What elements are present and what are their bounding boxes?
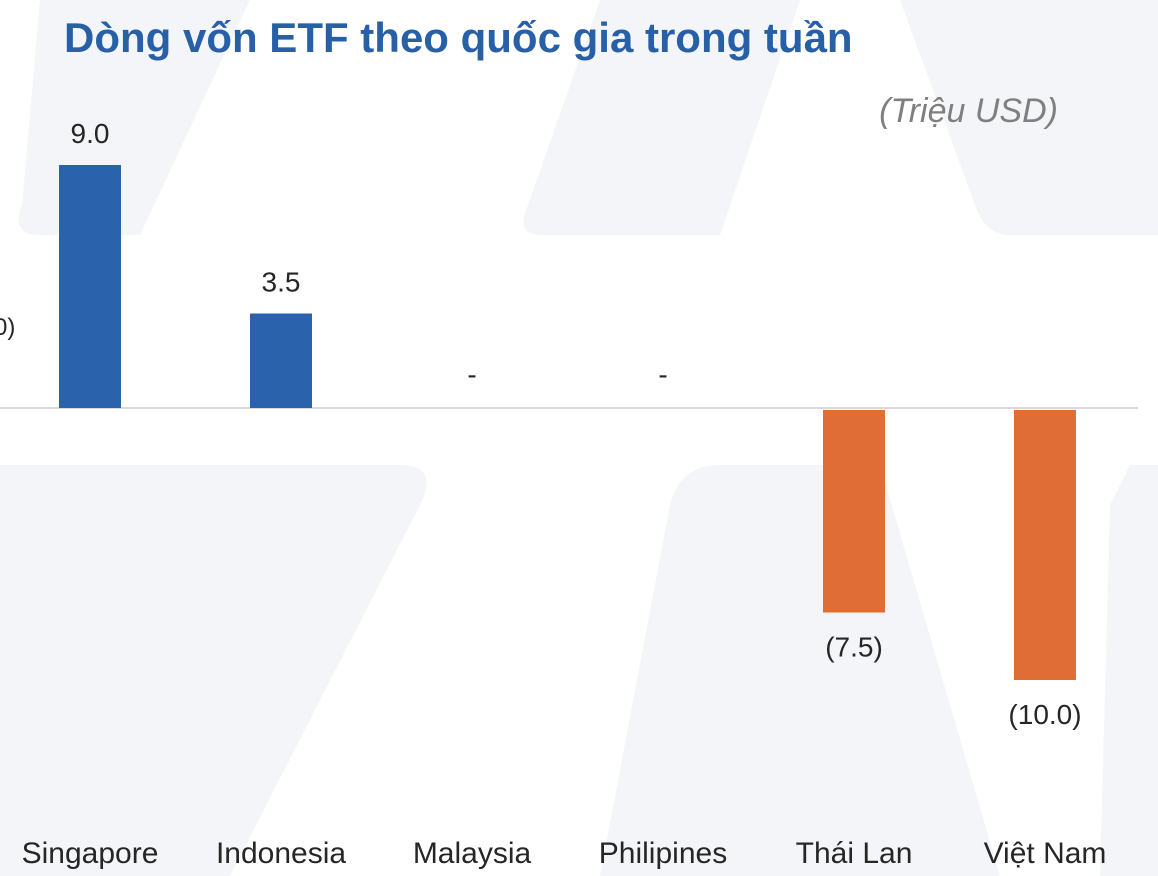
bar-thai-lan [823,410,885,613]
unit-label: (Triệu USD) [879,92,1058,130]
category-label-malaysia: Malaysia [413,837,532,870]
category-label-singapore: Singapore [22,837,159,870]
chart-title: Dòng vốn ETF theo quốc gia trong tuần [64,14,853,61]
data-label-viet-nam: (10.0) [1008,699,1081,730]
bar-indonesia [250,313,312,408]
data-label-philipines: - [658,359,667,390]
data-label-malaysia: - [467,359,476,390]
category-label-philipines: Philipines [599,837,727,870]
category-label-indonesia: Indonesia [216,837,346,870]
category-label-viet-nam: Việt Nam [984,837,1107,870]
bar-singapore [59,165,121,408]
data-label-indonesia: 3.5 [262,267,301,298]
data-label-thai-lan: (7.5) [825,632,883,663]
bar-viet-nam [1014,410,1076,680]
clipped-axis-label: 0) [0,314,16,341]
category-label-thai-lan: Thái Lan [796,837,913,870]
data-label-singapore: 9.0 [71,118,110,149]
